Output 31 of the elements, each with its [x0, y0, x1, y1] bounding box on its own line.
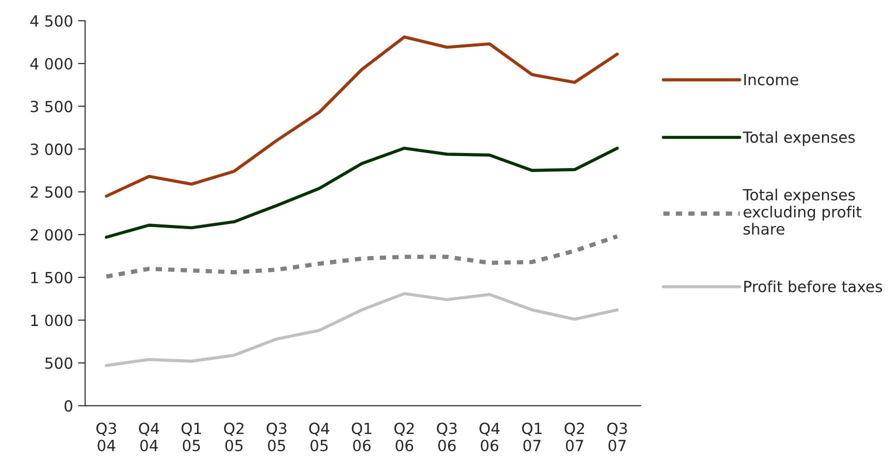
y-tick-label: 4 000	[30, 58, 72, 70]
y-tick-label: 2 500	[30, 186, 72, 198]
x-tick-label: Q1 06	[352, 422, 372, 452]
y-tick-label: 0	[64, 400, 72, 412]
line-series	[104, 146, 619, 239]
legend-label: Total expenses excluding profit share	[742, 188, 862, 235]
x-tick-label: Q4 06	[480, 422, 500, 452]
y-tick-label: 1 500	[31, 272, 72, 284]
legend-label: Total expenses	[742, 131, 855, 146]
y-tick-label: 1 000	[31, 314, 72, 326]
x-tick-label: Q1 05	[182, 422, 202, 452]
x-tick-label: Q3 06	[436, 422, 457, 452]
y-tick-label: 500	[45, 357, 72, 369]
line-series	[104, 292, 619, 368]
x-tick-label: Q2 05	[224, 422, 244, 452]
y-tick-label: 3 000	[30, 144, 72, 156]
x-tick-label: Q2 06	[394, 422, 414, 452]
legend-label: Profit before taxes	[744, 280, 882, 292]
line-series	[104, 234, 620, 279]
x-tick-label: Q1 07	[522, 422, 542, 452]
y-tick-label: 2 000	[30, 229, 72, 241]
legend-label: Income	[744, 74, 798, 86]
line-series	[104, 35, 619, 198]
x-tick-label: Q3 04	[96, 422, 116, 452]
x-tick-label: Q4 04	[138, 422, 159, 452]
x-tick-label: Q3 07	[607, 422, 627, 452]
y-tick-label: 4 500	[30, 15, 72, 27]
x-tick-label: Q4 05	[309, 422, 330, 452]
x-tick-label: Q2 07	[564, 422, 584, 452]
y-tick-label: 3 500	[30, 100, 72, 112]
x-tick-label: Q3 05	[266, 422, 286, 452]
